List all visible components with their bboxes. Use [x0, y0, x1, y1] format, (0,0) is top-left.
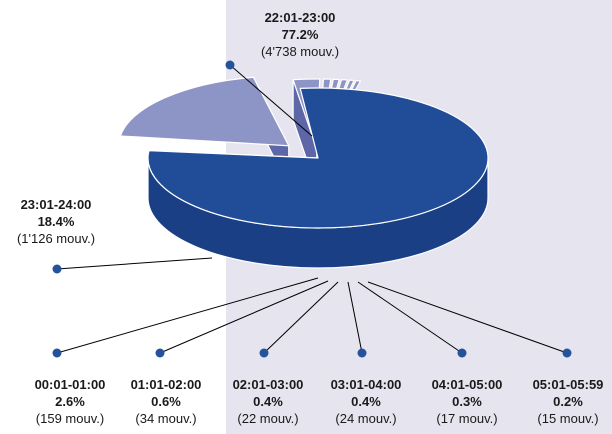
slice-count-2: (159 mouv.) — [36, 411, 104, 426]
slice-percent-3: 0.6% — [151, 394, 181, 409]
leader-line-7 — [367, 281, 568, 354]
slice-top-0 — [147, 87, 489, 229]
slice-label-0: 22:01-23:00 — [265, 10, 336, 25]
leader-line-1 — [56, 257, 213, 270]
leader-dot-5 — [357, 348, 367, 358]
slice-count-0: (4'738 mouv.) — [261, 44, 339, 59]
slice-count-6: (17 mouv.) — [436, 411, 497, 426]
leader-dot-4 — [259, 348, 269, 358]
slice-percent-5: 0.4% — [351, 394, 381, 409]
leader-dot-0 — [225, 60, 235, 70]
slice-label-3: 01:01-02:00 — [131, 377, 202, 392]
leader-line-3 — [159, 280, 329, 354]
slice-label-7: 05:01-05:59 — [533, 377, 604, 392]
slice-label-4: 02:01-03:00 — [233, 377, 304, 392]
slice-percent-0: 77.2% — [282, 27, 319, 42]
slice-count-7: (15 mouv.) — [537, 411, 598, 426]
slice-percent-1: 18.4% — [38, 214, 75, 229]
slice-percent-7: 0.2% — [553, 394, 583, 409]
slice-top-1 — [119, 76, 290, 147]
slice-count-4: (22 mouv.) — [237, 411, 298, 426]
leader-line-4 — [263, 281, 339, 354]
leader-dot-2 — [52, 348, 62, 358]
slice-percent-2: 2.6% — [55, 394, 85, 409]
slice-label-2: 00:01-01:00 — [35, 377, 106, 392]
leader-dot-1 — [52, 264, 62, 274]
slice-percent-4: 0.4% — [253, 394, 283, 409]
leader-line-0 — [229, 64, 313, 137]
leader-dot-6 — [457, 348, 467, 358]
slice-count-1: (1'126 mouv.) — [17, 231, 95, 246]
slice-label-1: 23:01-24:00 — [21, 197, 92, 212]
slice-label-6: 04:01-05:00 — [432, 377, 503, 392]
leader-line-6 — [357, 281, 463, 354]
leader-line-2 — [56, 277, 319, 354]
leader-dot-7 — [562, 348, 572, 358]
slice-label-5: 03:01-04:00 — [331, 377, 402, 392]
leader-dot-3 — [155, 348, 165, 358]
leader-line-5 — [347, 281, 363, 354]
slice-count-5: (24 mouv.) — [335, 411, 396, 426]
slice-count-3: (34 mouv.) — [135, 411, 196, 426]
slice-percent-6: 0.3% — [452, 394, 482, 409]
